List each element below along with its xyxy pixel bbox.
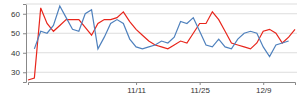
y-tick-mark	[23, 33, 26, 34]
y-axis: 30 40 50 60	[11, 5, 26, 83]
y-tick: 60	[11, 10, 26, 19]
y-tick: 40	[11, 49, 26, 58]
y-tick-mark	[23, 14, 26, 15]
x-axis-line	[29, 83, 296, 86]
y-tick-label: 30	[11, 68, 20, 77]
x-tick: 11/11	[127, 82, 146, 95]
y-tick-label: 40	[11, 49, 20, 58]
y-tick-label: 50	[11, 29, 20, 38]
grid-line	[26, 13, 297, 14]
x-tick-mark	[200, 82, 201, 85]
series-line	[34, 6, 288, 57]
x-tick: 12/9	[256, 82, 272, 95]
plot-frame	[26, 4, 297, 5]
chart: 30 40 50 60 11/11 11/25 12/9	[0, 0, 300, 96]
x-tick-label: 12/9	[256, 86, 272, 95]
y-axis-line	[23, 5, 27, 83]
x-tick-mark	[136, 82, 137, 85]
series-line	[28, 8, 295, 80]
plot-area	[28, 6, 295, 80]
y-tick: 50	[11, 29, 26, 38]
y-tick: 30	[11, 68, 26, 77]
x-tick-label: 11/25	[190, 86, 210, 95]
x-axis: 11/11 11/25 12/9	[29, 82, 296, 95]
y-tick-mark	[23, 53, 26, 54]
grid-line	[26, 52, 297, 53]
y-tick-mark	[23, 72, 26, 73]
y-tick-label: 60	[11, 10, 20, 19]
grid-line	[26, 72, 297, 73]
x-tick-mark	[263, 82, 264, 85]
x-tick: 11/25	[190, 82, 210, 95]
x-tick-label: 11/11	[127, 86, 146, 95]
